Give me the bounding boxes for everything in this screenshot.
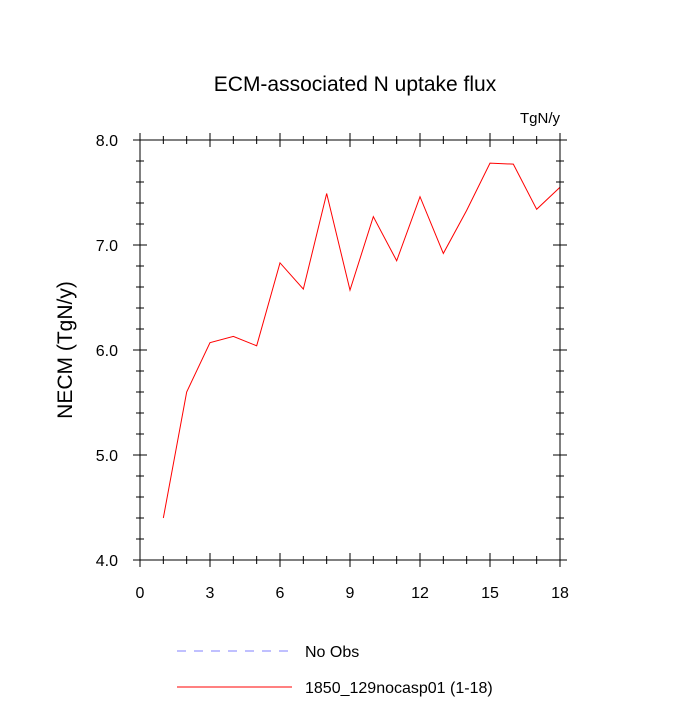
x-tick-label: 0 bbox=[136, 585, 145, 602]
series-layer bbox=[162, 162, 561, 519]
x-tick-label: 3 bbox=[206, 585, 215, 602]
legend-label: 1850_129nocasp01 (1-18) bbox=[305, 680, 493, 697]
y-tick-label: 5.0 bbox=[96, 448, 118, 465]
x-tick-label: 12 bbox=[411, 585, 429, 602]
y-tick-label: 4.0 bbox=[96, 553, 118, 570]
y-tick-label: 7.0 bbox=[96, 238, 118, 255]
y-tick-label: 6.0 bbox=[96, 343, 118, 360]
axis-ticks: 0 3 6 9 12 15 18 4.0 5.0 6.0 7.0 8.0 bbox=[96, 133, 569, 602]
x-tick-label: 6 bbox=[276, 585, 285, 602]
plot-frame bbox=[139, 139, 561, 561]
units-label: TgN/y bbox=[520, 110, 561, 127]
y-tick-label: 8.0 bbox=[96, 133, 118, 150]
x-tick-label: 18 bbox=[551, 585, 569, 602]
legend-label: No Obs bbox=[305, 644, 359, 661]
chart-title: ECM-associated N uptake flux bbox=[214, 73, 497, 96]
y-axis-label: NECM (TgN/y) bbox=[54, 281, 77, 419]
x-tick-label: 15 bbox=[481, 585, 499, 602]
legend: No Obs 1850_129nocasp01 (1-18) bbox=[177, 644, 493, 697]
x-tick-label: 9 bbox=[346, 585, 355, 602]
series-line bbox=[162, 162, 561, 519]
